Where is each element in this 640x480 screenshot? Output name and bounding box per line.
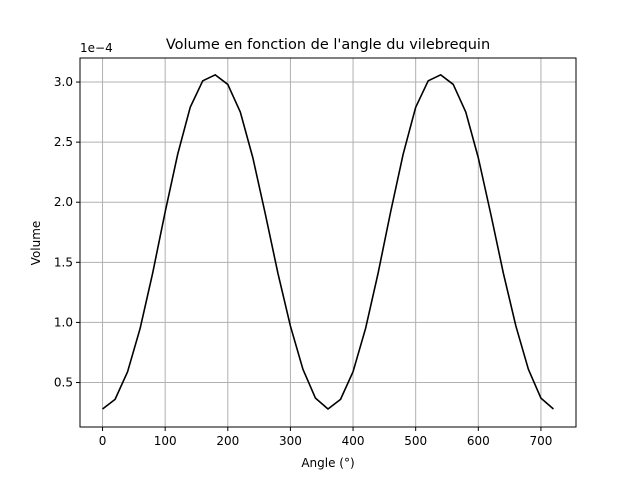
y-tick-label: 0.5: [54, 376, 73, 390]
y-tick-label: 2.5: [54, 135, 73, 149]
y-tick-label: 1.5: [54, 255, 73, 269]
grid: [80, 58, 576, 427]
plot-frame: [79, 57, 577, 428]
y-tick-label: 2.0: [54, 195, 73, 209]
y-axis-label: Volume: [29, 221, 43, 266]
x-tick-label: 200: [216, 434, 239, 448]
axis-ticks: 0 100 200 300 400 500 600 700 0.5 1.0 1.5 2.0 2.5 3.0: [54, 75, 552, 448]
x-tick-label: 700: [529, 434, 552, 448]
y-offset-text: 1e−4: [80, 41, 113, 55]
x-tick-label: 0: [99, 434, 107, 448]
x-tick-label: 100: [154, 434, 177, 448]
series-line: [102, 74, 554, 410]
x-tick-label: 300: [279, 434, 302, 448]
x-tick-label: 500: [404, 434, 427, 448]
x-axis-label: Angle (°): [301, 456, 354, 470]
x-tick-label: 400: [342, 434, 365, 448]
chart-title: Volume en fonction de l'angle du vilebre…: [166, 37, 490, 53]
y-tick-label: 3.0: [54, 75, 73, 89]
x-tick-label: 600: [467, 434, 490, 448]
y-tick-label: 1.0: [54, 315, 73, 329]
